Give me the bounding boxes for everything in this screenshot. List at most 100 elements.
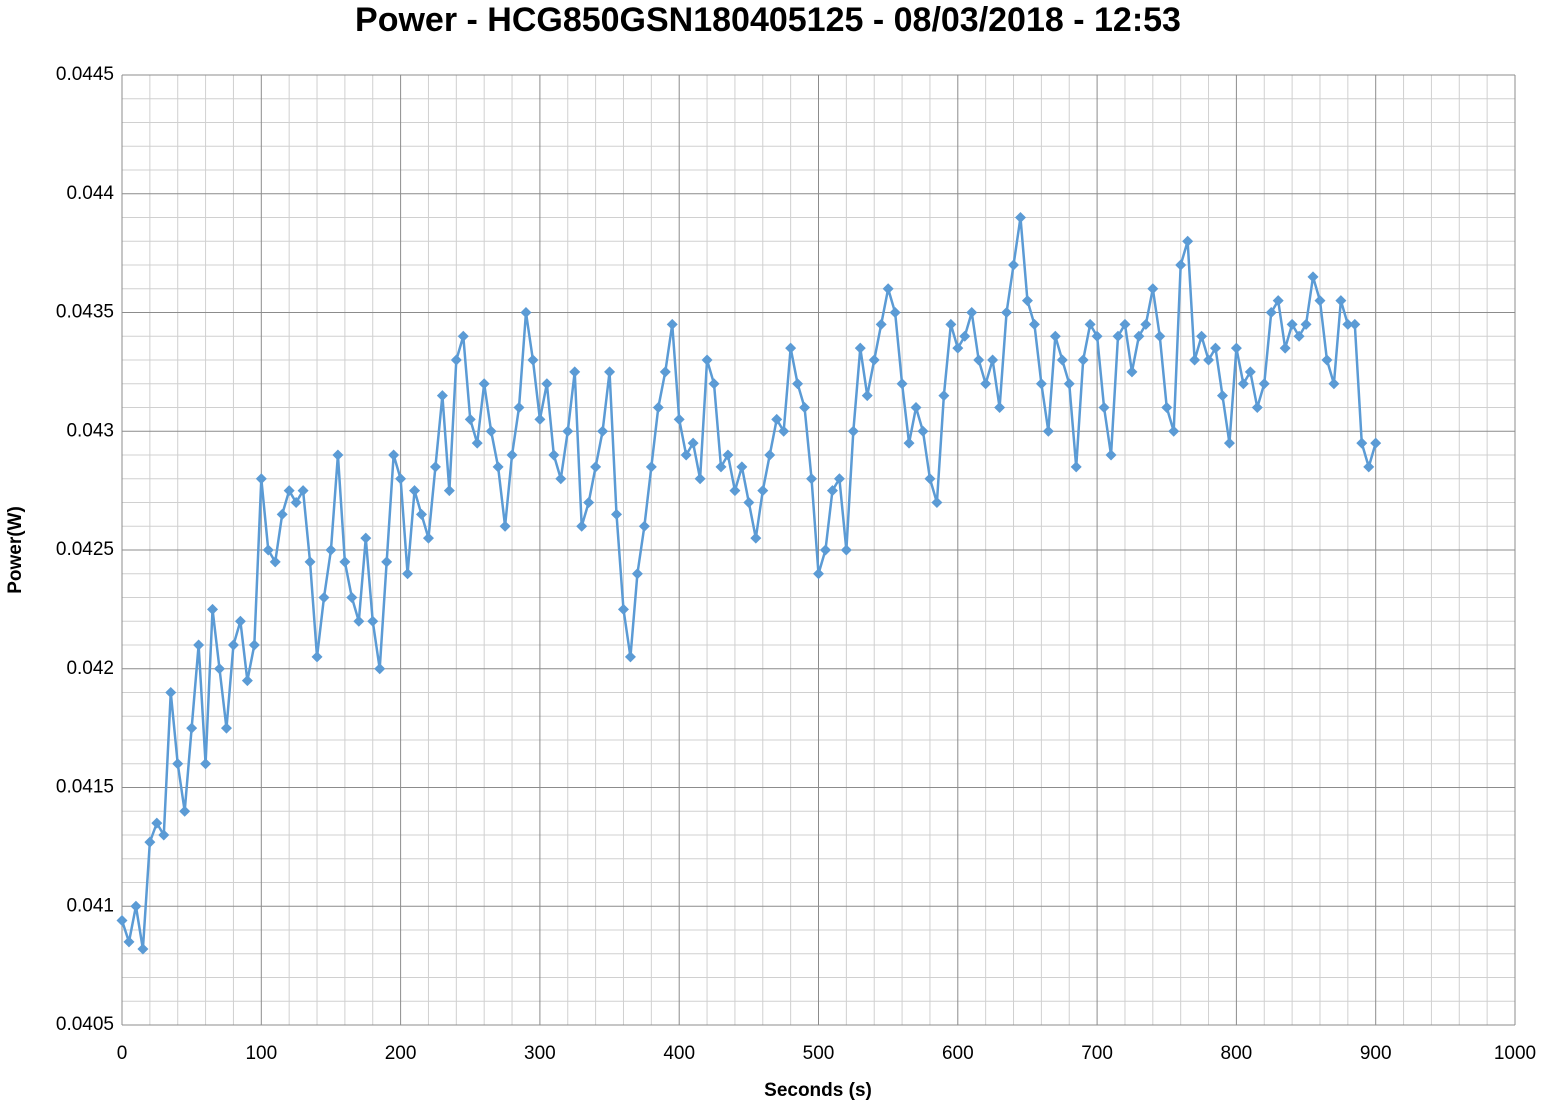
y-tick-label: 0.0405 — [56, 1014, 114, 1035]
data-point — [729, 485, 741, 497]
data-point — [527, 354, 539, 366]
chart-title: Power - HCG850GSN180405125 - 08/03/2018 … — [355, 1, 1181, 39]
data-point — [137, 943, 149, 955]
y-tick-label: 0.043 — [66, 420, 114, 441]
y-tick-label: 0.0415 — [56, 777, 114, 798]
data-point — [548, 449, 560, 461]
data-point — [973, 354, 985, 366]
data-point — [353, 615, 365, 627]
x-tick-label: 800 — [1221, 1043, 1253, 1064]
data-point — [604, 366, 616, 378]
data-point — [757, 485, 769, 497]
data-point — [1223, 437, 1235, 449]
data-point — [875, 318, 887, 330]
data-point — [1077, 354, 1089, 366]
data-point — [1328, 378, 1340, 390]
data-point — [269, 556, 281, 568]
y-tick-label: 0.0435 — [56, 302, 114, 323]
data-point — [1293, 330, 1305, 342]
data-point — [715, 461, 727, 473]
data-point — [1370, 437, 1382, 449]
data-point — [562, 425, 574, 437]
data-point — [1140, 318, 1152, 330]
data-point — [1008, 259, 1020, 271]
data-point — [806, 473, 818, 485]
data-point — [499, 520, 511, 532]
data-point — [597, 425, 609, 437]
x-tick-label: 1000 — [1494, 1043, 1536, 1064]
data-point — [1112, 330, 1124, 342]
data-point — [367, 615, 379, 627]
data-point — [429, 461, 441, 473]
data-point — [611, 508, 623, 520]
data-point — [374, 663, 386, 675]
data-point — [388, 449, 400, 461]
data-point — [381, 556, 393, 568]
data-point — [1056, 354, 1068, 366]
data-point — [325, 544, 337, 556]
data-point — [778, 425, 790, 437]
data-point — [847, 425, 859, 437]
data-point — [304, 556, 316, 568]
data-point — [764, 449, 776, 461]
data-point — [1014, 212, 1026, 223]
data-point — [234, 615, 246, 627]
data-point — [722, 449, 734, 461]
data-point — [910, 402, 922, 413]
data-point — [395, 473, 407, 485]
data-point — [492, 461, 504, 473]
data-point — [854, 342, 866, 354]
data-point — [980, 378, 992, 390]
data-point — [248, 639, 260, 651]
data-point — [1049, 330, 1061, 342]
data-point — [464, 413, 476, 425]
data-point — [220, 722, 232, 734]
data-point — [227, 639, 239, 651]
data-point — [1133, 330, 1145, 342]
data-point — [966, 307, 978, 318]
data-point — [1244, 366, 1256, 378]
data-point — [1028, 318, 1040, 330]
data-point — [1168, 425, 1180, 437]
data-point — [1119, 318, 1131, 330]
data-point — [1070, 461, 1082, 473]
data-point — [1196, 330, 1208, 342]
data-point — [736, 461, 748, 473]
data-point — [471, 437, 483, 449]
data-point — [1035, 378, 1047, 390]
data-point — [485, 425, 497, 437]
data-point — [1321, 354, 1333, 366]
data-point — [624, 651, 636, 663]
data-point — [631, 568, 643, 580]
data-point — [1342, 318, 1354, 330]
data-point — [701, 354, 713, 366]
x-tick-label: 400 — [663, 1043, 695, 1064]
data-point — [457, 330, 469, 342]
data-point — [666, 318, 678, 330]
data-point — [339, 556, 351, 568]
data-point — [130, 900, 142, 912]
data-point — [1210, 342, 1222, 354]
y-axis-title: Power(W) — [5, 506, 26, 594]
data-point — [1182, 235, 1194, 247]
data-point — [694, 473, 706, 485]
data-point — [924, 473, 936, 485]
data-point — [207, 603, 219, 615]
x-tick-label: 300 — [524, 1043, 556, 1064]
data-point — [987, 354, 999, 366]
data-point — [583, 497, 595, 508]
data-point — [994, 402, 1006, 413]
data-point — [819, 544, 831, 556]
data-point — [896, 378, 908, 390]
x-axis-title: Seconds (s) — [764, 1080, 872, 1101]
data-point — [868, 354, 880, 366]
data-point — [1230, 342, 1242, 354]
data-point — [123, 936, 135, 948]
data-point — [708, 378, 720, 390]
data-point — [952, 342, 964, 354]
data-point — [172, 758, 184, 770]
data-point — [1286, 318, 1298, 330]
data-point — [569, 366, 581, 378]
data-point — [1356, 437, 1368, 449]
